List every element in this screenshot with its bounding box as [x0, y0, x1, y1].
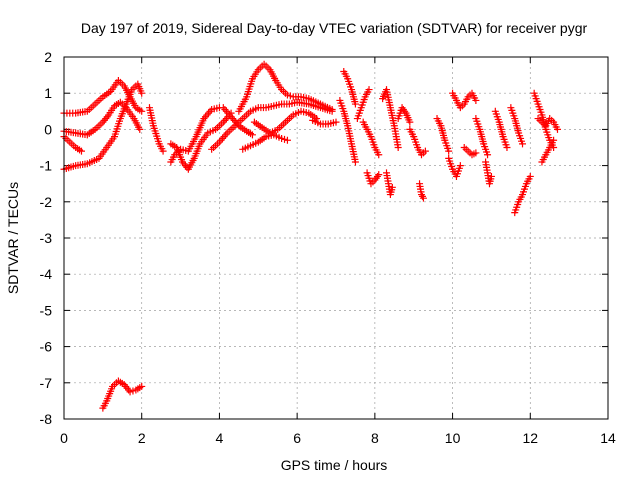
data-point: [487, 172, 495, 180]
data-point: [351, 100, 359, 108]
data-point: [472, 149, 480, 157]
y-tick-label: -6: [40, 339, 53, 355]
grid: [64, 57, 608, 419]
y-tick-label: -8: [40, 411, 53, 427]
data-point: [553, 125, 561, 133]
data-point: [332, 118, 340, 126]
data-point: [472, 96, 480, 104]
data-point: [229, 115, 237, 123]
data-point: [394, 144, 402, 151]
data-point: [519, 140, 527, 148]
data-point: [388, 183, 396, 191]
y-tick-label: -3: [40, 230, 53, 246]
y-tick-label: -5: [40, 302, 53, 318]
y-tick-label: 0: [44, 121, 52, 137]
x-tick-label: 0: [60, 430, 68, 446]
y-tick-label: -1: [40, 158, 53, 174]
data-point: [226, 111, 234, 119]
x-tick-label: 10: [445, 430, 461, 446]
data-point: [217, 136, 225, 144]
data-point: [526, 172, 534, 180]
x-tick-label: 14: [600, 430, 616, 446]
data-point: [205, 109, 213, 117]
x-tick-label: 6: [293, 430, 301, 446]
data-point: [418, 192, 426, 200]
data-point: [138, 382, 146, 390]
data-point: [138, 107, 146, 115]
chart-title: Day 197 of 2019, Sidereal Day-to-day VTE…: [81, 20, 588, 36]
data-point: [136, 125, 144, 133]
data-point: [484, 151, 492, 159]
data-point: [221, 116, 229, 124]
data-point: [222, 107, 230, 115]
data-point: [456, 162, 464, 170]
data-point: [77, 147, 85, 155]
data-point: [550, 136, 558, 144]
data-point: [351, 158, 359, 166]
y-tick-label: -4: [40, 266, 53, 282]
y-tick-label: -7: [40, 375, 53, 391]
data-point: [375, 151, 383, 159]
data-point: [227, 113, 235, 121]
y-axis-label: SDTVAR / TECUs: [5, 182, 21, 294]
data-point: [203, 111, 211, 119]
data-point: [219, 104, 227, 112]
plot-frame: [63, 56, 609, 420]
data-point: [283, 136, 291, 144]
data-points: [60, 60, 561, 412]
data-point: [406, 118, 414, 126]
data-point: [445, 147, 453, 155]
data-point: [220, 133, 228, 141]
data-point: [159, 147, 167, 155]
data-point: [421, 147, 429, 155]
data-point: [222, 115, 230, 123]
data-point: [419, 194, 427, 202]
data-point: [313, 115, 321, 123]
data-point: [248, 131, 256, 139]
data-point: [222, 131, 230, 139]
y-tick-label: 2: [44, 49, 52, 65]
x-tick-label: 2: [138, 430, 146, 446]
x-tick-label: 12: [522, 430, 538, 446]
data-point: [328, 105, 336, 113]
x-axis-label: GPS time / hours: [281, 457, 388, 473]
data-point: [503, 144, 511, 151]
data-point: [219, 134, 227, 142]
x-tick-label: 8: [371, 430, 379, 446]
data-point: [375, 171, 383, 179]
data-point: [221, 105, 229, 113]
y-tick-label: -2: [40, 194, 53, 210]
data-point: [224, 109, 232, 117]
x-tick-label: 4: [216, 430, 224, 446]
data-point: [365, 86, 373, 94]
data-point: [138, 89, 146, 97]
y-tick-label: 1: [44, 85, 52, 101]
